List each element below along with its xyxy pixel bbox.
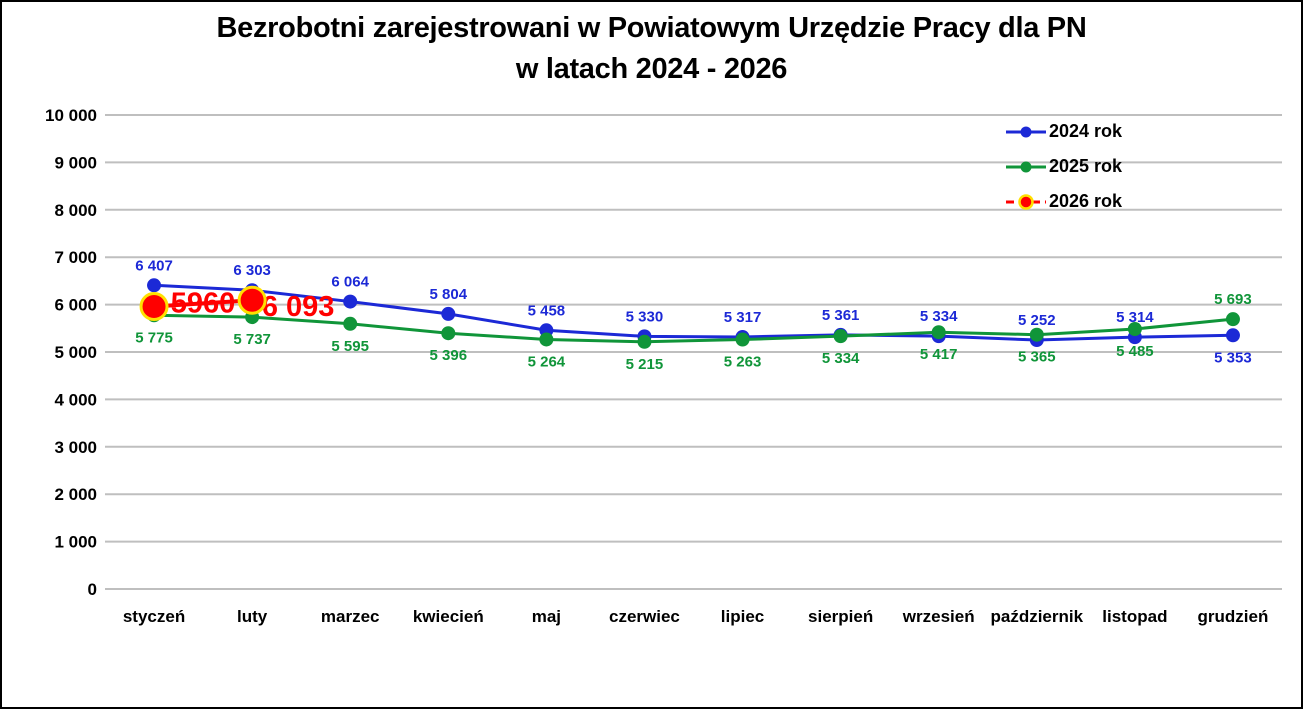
data-point-marker: [1225, 328, 1240, 343]
y-axis-tick-label: 9 000: [54, 153, 97, 172]
chart-title-line1: Bezrobotni zarejestrowani w Powiatowym U…: [216, 12, 1087, 44]
data-point-label: 5 595: [331, 338, 369, 355]
data-point-label: 5 458: [528, 302, 566, 319]
data-point-label: 5 396: [430, 347, 468, 364]
legend-item-2026: 2026 rok: [1005, 184, 1122, 219]
y-axis-tick-label: 3 000: [54, 438, 97, 457]
x-axis-label: marzec: [321, 607, 380, 626]
data-point-label: 5 485: [1116, 343, 1154, 360]
data-point-marker: [833, 329, 848, 344]
data-point-label: 5 417: [920, 346, 958, 363]
data-point-label: 5 361: [822, 307, 860, 324]
legend-swatch-2024-icon: [1005, 123, 1047, 141]
legend-swatch-2025-icon: [1005, 158, 1047, 176]
data-point-marker: [139, 291, 169, 321]
data-point-label: 5 365: [1018, 349, 1056, 366]
data-point-marker: [237, 285, 267, 315]
legend-item-2025: 2025 rok: [1005, 149, 1122, 184]
data-point-marker: [1127, 322, 1142, 337]
legend-label-2025: 2025 rok: [1049, 156, 1123, 176]
data-point-marker: [147, 278, 162, 293]
data-point-label: 5 693: [1214, 291, 1252, 308]
data-point-marker: [1029, 327, 1044, 342]
series-line-2025-rok: [154, 313, 1234, 344]
y-axis-tick-label: 7 000: [54, 248, 97, 267]
data-point-marker: [735, 332, 750, 347]
y-axis-tick-label: 10 000: [45, 106, 97, 125]
data-point-label: 6 093: [262, 291, 335, 323]
y-axis-tick-label: 6 000: [54, 296, 97, 315]
x-axis-label: lipiec: [721, 607, 764, 626]
data-point-marker: [441, 326, 456, 341]
data-point-marker: [343, 294, 358, 309]
legend-label-2024: 2024 rok: [1049, 121, 1123, 141]
x-axis-label: sierpień: [808, 607, 873, 626]
x-axis-label: czerwiec: [609, 607, 680, 626]
y-axis-tick-label: 2 000: [54, 485, 97, 504]
data-point-label: 5 263: [724, 354, 762, 371]
data-point-marker: [1225, 312, 1240, 327]
data-point-label: 5 353: [1214, 349, 1252, 366]
data-point-label: 5 330: [626, 308, 664, 325]
x-axis-label: luty: [237, 607, 268, 626]
chart-title: Bezrobotni zarejestrowani w Powiatowym U…: [2, 8, 1301, 90]
data-point-label: 5 334: [920, 308, 958, 325]
data-point-marker: [539, 332, 554, 347]
data-point-label: 6 064: [331, 274, 369, 291]
data-point-marker: [931, 325, 946, 340]
data-point-marker: [637, 334, 652, 349]
y-axis-tick-label: 8 000: [54, 201, 97, 220]
x-axis-label: maj: [532, 607, 561, 626]
x-axis-label: grudzień: [1198, 607, 1269, 626]
data-point-label: 5 215: [626, 356, 664, 373]
data-point-label: 5 334: [822, 350, 860, 367]
data-point-marker: [441, 306, 456, 321]
series-line-2024-rok: [153, 283, 1233, 342]
series-line-2026-rok: [153, 298, 253, 309]
chart-title-line2: w latach 2024 - 2026: [515, 53, 788, 85]
y-axis-tick-label: 5 000: [54, 343, 97, 362]
data-point-label: 5960: [171, 287, 236, 319]
y-axis-tick-label: 4 000: [54, 390, 97, 409]
legend: 2024 rok 2025 rok 2026 rok: [1005, 114, 1122, 219]
x-axis-label: wrzesień: [902, 607, 975, 626]
data-point-label: 5 317: [724, 309, 762, 326]
data-point-label: 5 264: [528, 353, 566, 370]
data-point-marker: [343, 316, 358, 331]
data-point-label: 5 737: [233, 331, 271, 348]
legend-label-2026: 2026 rok: [1049, 191, 1123, 211]
x-axis-label: listopad: [1102, 607, 1167, 626]
x-axis-label: kwiecień: [413, 607, 484, 626]
data-point-label: 5 252: [1018, 312, 1056, 329]
y-axis-tick-label: 0: [88, 580, 97, 599]
x-axis-label: styczeń: [123, 607, 185, 626]
data-point-label: 5 775: [135, 329, 173, 346]
y-axis-tick-label: 1 000: [54, 533, 97, 552]
legend-item-2024: 2024 rok: [1005, 114, 1122, 149]
data-point-label: 6 303: [233, 262, 271, 279]
x-axis-label: październik: [990, 607, 1083, 626]
data-point-label: 5 314: [1116, 309, 1154, 326]
data-point-label: 5 804: [430, 286, 468, 303]
legend-swatch-2026-icon: [1005, 193, 1047, 211]
data-point-label: 6 407: [135, 257, 173, 274]
